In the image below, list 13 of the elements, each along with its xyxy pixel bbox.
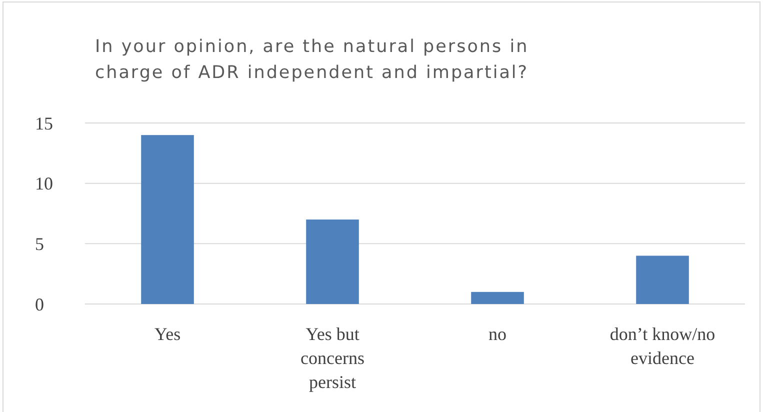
chart-title: In your opinion, are the natural persons in charge of ADR independent and impartial? <box>95 37 529 83</box>
x-tick-label: Yes <box>154 324 181 344</box>
bar <box>636 256 689 304</box>
x-tick-label: no <box>488 324 506 344</box>
y-tick-label: 5 <box>35 234 44 254</box>
bar <box>141 135 194 304</box>
bar <box>306 220 359 304</box>
y-tick-label: 10 <box>35 174 53 194</box>
y-tick-label: 0 <box>35 294 44 314</box>
x-tick-label: Yes but concerns persist <box>300 324 364 392</box>
y-tick-label: 15 <box>35 113 53 134</box>
bar <box>471 292 524 304</box>
x-tick-label: don’t know/no evidence <box>610 324 716 368</box>
